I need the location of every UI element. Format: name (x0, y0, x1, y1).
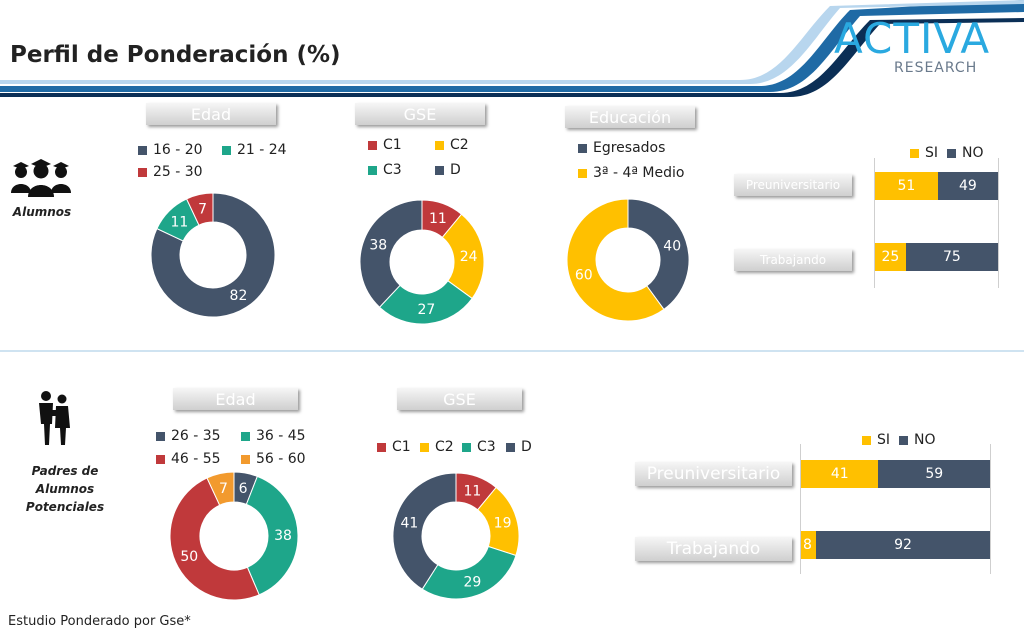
page-title: Perfil de Ponderación (%) (10, 42, 341, 68)
legend-item: C2 (420, 439, 454, 455)
data-label: 29 (464, 575, 482, 591)
data-label: 27 (418, 302, 436, 318)
data-label: 40 (663, 239, 681, 255)
donut-slice-36-45 (245, 475, 299, 596)
logo-sub: RESEARCH (894, 60, 978, 76)
legend-item: Egresados (578, 140, 665, 156)
header-swoosh (0, 0, 1024, 97)
legend-item: 46 - 55 (156, 451, 221, 467)
legend-item: D (435, 162, 461, 178)
donut-slice-56-60 (206, 471, 235, 506)
legend-item: 56 - 60 (241, 451, 306, 467)
legend-item: 3ª - 4ª Medio (578, 165, 684, 181)
data-label: 6 (239, 481, 248, 497)
legend-item: 25 - 30 (138, 164, 203, 180)
data-label: 60 (575, 267, 593, 283)
legend-item: C3 (368, 162, 402, 178)
bar-segment-si: 51 (875, 172, 938, 200)
axis-line (990, 444, 991, 574)
data-label: 19 (494, 515, 512, 531)
donut-slice-46-55 (169, 477, 260, 601)
legend-item: 16 - 20 (138, 142, 203, 158)
legend-item: NO (947, 145, 984, 161)
data-label: 7 (198, 202, 207, 218)
donut-slice-3-4-medio (566, 198, 665, 322)
donut-slice-d (359, 199, 423, 308)
data-label: 24 (460, 249, 478, 265)
alumnos-educacion-title: Educación (565, 106, 695, 128)
legend-item: SI (862, 432, 890, 448)
data-label: 11 (170, 214, 188, 230)
padres-gse-title: GSE (397, 388, 522, 410)
data-label: 11 (464, 483, 482, 499)
legend-item: C2 (435, 137, 469, 153)
legend-item: C1 (377, 439, 411, 455)
alumnos-label: Alumnos (12, 205, 72, 219)
donut-slice-d (392, 472, 457, 590)
alumnos-trabajando-label: Trabajando (734, 249, 852, 271)
donut-slice-egresados (627, 198, 690, 311)
donut-slice-c3 (378, 280, 473, 325)
legend-item: SI (910, 145, 938, 161)
data-label: 82 (230, 288, 248, 304)
donut-slice-25-30 (185, 192, 214, 226)
data-label: 38 (369, 238, 387, 254)
students-icon (11, 159, 71, 197)
bar-segment-si: 25 (875, 243, 906, 271)
bar-segment-si: 41 (801, 460, 879, 488)
section-divider (0, 350, 1024, 352)
data-label: 11 (429, 211, 447, 227)
company-logo: ACTIVA RESEARCH (828, 14, 1008, 88)
data-label: 41 (401, 515, 419, 531)
padres-trabajando-label: Trabajando (635, 537, 792, 561)
legend-swatch (222, 145, 231, 155)
bar-segment-no: 59 (878, 460, 990, 488)
alumnos-gse-title: GSE (355, 103, 485, 125)
data-label: 7 (219, 481, 228, 497)
bar-segment-no: 49 (937, 172, 998, 200)
data-label: 38 (274, 528, 292, 544)
padres-label: Padres de Alumnos Potenciales (25, 464, 105, 514)
bar-segment-si: 8 (801, 531, 817, 559)
axis-line (998, 158, 999, 288)
padres-edad-title: Edad (173, 388, 298, 410)
donut-slice-c3 (421, 545, 517, 600)
legend-item: C1 (368, 137, 402, 153)
alumnos-edad-title: Edad (146, 103, 276, 125)
legend-item: C3 (462, 439, 496, 455)
legend-item: 36 - 45 (241, 428, 306, 444)
parents-icon (39, 391, 70, 445)
legend-item: 21 - 24 (222, 142, 287, 158)
legend-item: NO (899, 432, 936, 448)
legend-swatch (138, 167, 147, 177)
axis-line (800, 444, 801, 574)
data-label: 50 (180, 549, 198, 565)
donut-slice-16-20 (150, 192, 276, 318)
legend-item: D (506, 439, 532, 455)
axis-line (874, 158, 875, 288)
logo-main: ACTIVA (834, 14, 991, 63)
legend-item: 26 - 35 (156, 428, 221, 444)
footnote: Estudio Ponderado por Gse* (8, 614, 191, 629)
bar-segment-no: 92 (816, 531, 990, 559)
legend-swatch (138, 145, 147, 155)
bar-segment-no: 75 (905, 243, 998, 271)
alumnos-preuniversitario-label: Preuniversitario (734, 174, 852, 196)
padres-preuniversitario-label: Preuniversitario (635, 462, 792, 486)
